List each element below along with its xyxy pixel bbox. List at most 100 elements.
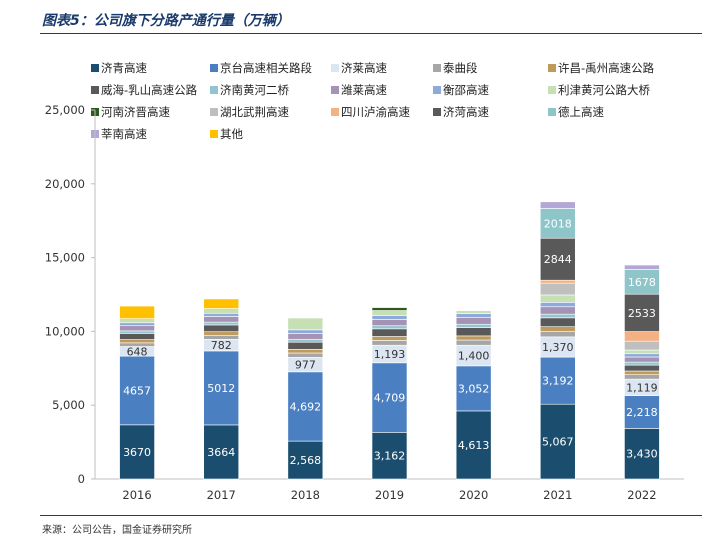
legend-label: 济青高速	[101, 61, 147, 75]
title-divider	[40, 33, 702, 34]
legend-label: 湖北武荆高速	[220, 105, 289, 119]
legend-swatch	[548, 108, 556, 116]
legend-swatch	[91, 64, 99, 72]
data-label: 1678	[628, 276, 656, 289]
chart-title: 图表5：公司旗下分路产通行量（万辆）	[42, 13, 290, 29]
legend-item: 威海-乳山高速公路	[91, 83, 198, 97]
bar-segment	[539, 317, 576, 327]
bar-segment	[287, 440, 324, 480]
bar-segment	[119, 322, 155, 327]
bar-segment	[455, 317, 492, 325]
bar-segment	[455, 310, 492, 314]
x-tick-label: 2021	[543, 488, 572, 502]
y-tick-label: 15,000	[45, 251, 85, 265]
legend-label: 济菏高速	[443, 105, 489, 119]
bar-segment	[624, 395, 660, 429]
bar-segment	[371, 325, 408, 330]
bar-segment	[624, 374, 660, 380]
bar-segment	[539, 403, 576, 480]
source-divider	[40, 515, 702, 516]
bar-segment	[455, 323, 492, 328]
x-tick-label: 2017	[207, 488, 236, 502]
legend-item: 济菏高速	[433, 105, 489, 119]
legend-label: 泰曲段	[443, 61, 478, 75]
data-label: 2,568	[290, 454, 322, 467]
data-label: 3670	[123, 446, 151, 459]
bar-segment	[203, 298, 240, 309]
bar-segment	[119, 330, 155, 334]
legend-item: 河南济晋高速	[91, 105, 170, 119]
legend-item: 济莱高速	[331, 61, 387, 75]
legend-label: 济莱高速	[341, 61, 387, 75]
bar-segment	[539, 279, 576, 284]
bar-segment	[624, 349, 660, 355]
bar-segment	[119, 355, 155, 426]
data-label: 2,218	[626, 406, 658, 419]
y-tick-label: 25,000	[45, 103, 85, 117]
legend-item: 湖北武荆高速	[210, 105, 289, 119]
bar-segment	[371, 336, 408, 341]
chart-axes: 0 5,000 10,000 15,000 20,000 25,000 2016 2017 20…	[45, 103, 684, 502]
y-tick-label: 10,000	[45, 324, 85, 338]
bar-segment	[287, 338, 324, 343]
legend-swatch	[433, 64, 441, 72]
bar-segment	[455, 335, 492, 341]
bar-segment	[287, 317, 324, 331]
bar-segment	[203, 312, 240, 317]
bar-segment	[539, 313, 576, 319]
bar-segment	[455, 339, 492, 346]
bar-segment	[624, 428, 660, 480]
legend-swatch	[433, 86, 441, 94]
data-label: 4,709	[374, 392, 406, 405]
bar-segment	[203, 308, 240, 314]
data-label: 782	[211, 339, 232, 352]
bar-segment	[455, 313, 492, 318]
legend-label: 四川泸渝高速	[341, 105, 410, 119]
legend-label: 利津黄河公路大桥	[558, 83, 650, 97]
data-label: 977	[295, 359, 316, 372]
data-label: 2018	[544, 217, 572, 230]
bar-segment	[455, 365, 492, 412]
legend-item: 济南黄河二桥	[210, 83, 289, 97]
legend-swatch	[210, 86, 218, 94]
bar-segment	[539, 326, 576, 332]
bar-segment	[455, 327, 492, 337]
bar-segment	[539, 294, 576, 303]
x-tick-label: 2019	[375, 488, 404, 502]
bar-segment	[287, 349, 324, 354]
bar-segment	[539, 201, 576, 209]
bar-segment	[624, 364, 660, 372]
bar-segment	[624, 331, 660, 342]
legend-item: 潍莱高速	[331, 83, 387, 97]
bar-segment	[203, 321, 240, 326]
bar-segment	[119, 318, 155, 324]
bar-segment	[539, 302, 576, 308]
legend-label: 潍莱高速	[341, 83, 387, 97]
chart-bars	[119, 201, 660, 480]
legend-swatch	[210, 130, 218, 138]
legend-item: 衡邵高速	[433, 83, 489, 97]
legend-swatch	[548, 64, 556, 72]
bar-segment	[624, 264, 660, 270]
legend-label: 河南济晋高速	[101, 105, 170, 119]
data-label: 3,052	[458, 382, 490, 395]
bar-segment	[371, 315, 408, 320]
bar-segment	[203, 316, 240, 323]
data-label: 5012	[207, 382, 235, 395]
bar-segment	[624, 361, 660, 366]
bar-segment	[371, 307, 408, 311]
x-tick-label: 2018	[291, 488, 320, 502]
legend-swatch	[210, 64, 218, 72]
legend-label: 京台高速相关路段	[220, 61, 312, 75]
bar-segment	[624, 356, 660, 363]
bar-segment	[371, 319, 408, 327]
bar-segment	[624, 340, 660, 351]
data-label: 3,430	[626, 448, 658, 461]
legend-item: 其他	[210, 127, 243, 141]
bar-segment	[287, 352, 324, 358]
data-label: 3664	[207, 446, 235, 459]
bar-segment	[624, 293, 660, 332]
legend-swatch	[331, 86, 339, 94]
